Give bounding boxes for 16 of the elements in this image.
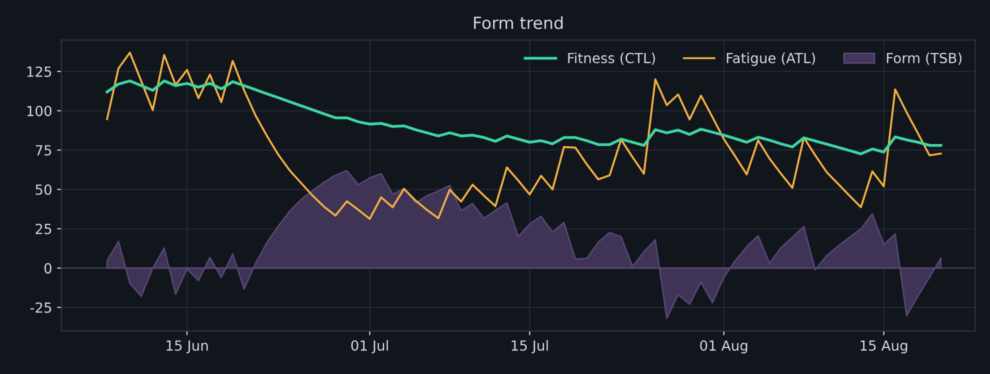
y-tick-label: 125 [27, 66, 52, 77]
legend-label: Fitness (CTL) [568, 52, 655, 65]
x-tick-label: 01 Jul [351, 340, 388, 354]
legend-label: Fatigue (ATL) [726, 52, 815, 66]
y-tick-label: 50 [36, 184, 52, 195]
y-tick-label: 100 [27, 106, 52, 116]
y-tick-label: -25 [30, 302, 52, 313]
y-tick-label: 0 [44, 263, 52, 274]
x-tick-label: 15 Aug [860, 340, 908, 354]
y-tick-label: 75 [36, 145, 52, 156]
x-tick-label: 15 Jul [512, 340, 548, 354]
x-tick-label: 15 Jun [166, 340, 208, 354]
y-tick-label: 25 [36, 224, 52, 234]
legend-label: Form (TSB) [886, 52, 962, 65]
chart-title: Form trend [474, 16, 563, 30]
x-tick-label: 01 Aug [700, 340, 748, 354]
